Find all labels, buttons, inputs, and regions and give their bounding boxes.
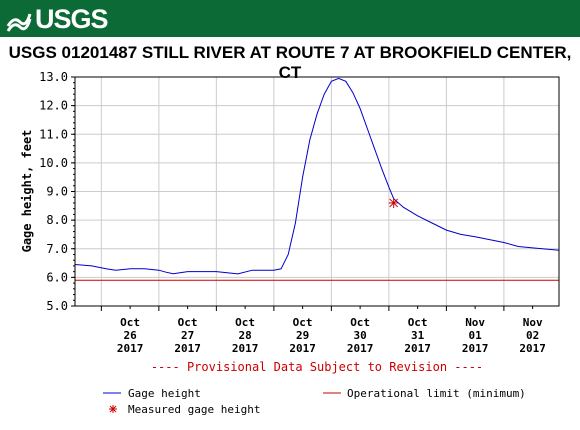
x-tick-label: 2017	[174, 342, 201, 355]
y-tick-label: 8.0	[46, 213, 68, 227]
legend-label-gage-height: Gage height	[128, 387, 201, 400]
x-tick-label: Nov	[523, 316, 543, 329]
y-tick-label: 12.0	[39, 99, 68, 113]
gage-height-series-line	[74, 77, 560, 275]
y-tick-label: 7.0	[46, 242, 68, 256]
measurements-layer	[388, 197, 399, 208]
x-tick-label: Oct	[178, 316, 198, 329]
y-tick-label: 13.0	[39, 70, 68, 84]
x-tick-label: 28	[238, 329, 251, 342]
x-tick-label: Oct	[350, 316, 370, 329]
x-tick-label: 29	[296, 329, 309, 342]
legend: Gage height Operational limit (minimum) …	[103, 387, 526, 416]
x-tick-label: 2017	[347, 342, 374, 355]
x-tick-label: 01	[469, 329, 483, 342]
y-tick-label: 6.0	[46, 270, 68, 284]
legend-swatch-measured	[109, 405, 117, 413]
y-tick-label: 5.0	[46, 299, 68, 313]
gridlines	[75, 77, 559, 306]
x-tick-label: 2017	[404, 342, 431, 355]
x-axis-ticks: Oct262017Oct272017Oct282017Oct292017Oct3…	[100, 306, 546, 355]
usgs-banner: USGS	[0, 0, 580, 37]
y-tick-label: 11.0	[39, 127, 68, 141]
x-tick-label: 02	[526, 329, 539, 342]
provisional-data-note: ---- Provisional Data Subject to Revisio…	[151, 360, 483, 374]
x-tick-label: Nov	[465, 316, 485, 329]
y-axis-ticks: 5.0 6.0 7.0 8.0 9.0 10.0 11.0 12.0 13.0	[39, 70, 75, 313]
x-tick-label: 26	[123, 329, 137, 342]
legend-label-measured: Measured gage height	[128, 403, 260, 416]
x-tick-label: Oct	[408, 316, 428, 329]
usgs-logo-text: USGS	[35, 3, 109, 34]
series-layer	[74, 77, 560, 275]
legend-label-operational-limit: Operational limit (minimum)	[347, 387, 526, 400]
usgs-logo[interactable]: USGS	[6, 3, 109, 35]
measured-gage-height-point	[388, 197, 399, 208]
x-tick-label: 31	[411, 329, 425, 342]
x-tick-label: Oct	[293, 316, 313, 329]
x-tick-label: 2017	[289, 342, 316, 355]
y-tick-label: 9.0	[46, 185, 68, 199]
x-tick-label: Oct	[235, 316, 255, 329]
y-tick-label: 10.0	[39, 156, 68, 170]
x-tick-label: 27	[181, 329, 194, 342]
x-tick-label: 2017	[462, 342, 489, 355]
x-tick-label: 2017	[232, 342, 259, 355]
x-tick-label: 2017	[117, 342, 144, 355]
x-tick-label: 30	[354, 329, 367, 342]
x-tick-label: 2017	[519, 342, 546, 355]
y-axis-label: Gage height, feet	[20, 130, 34, 253]
usgs-wave-icon	[6, 6, 32, 32]
x-tick-label: Oct	[120, 316, 140, 329]
